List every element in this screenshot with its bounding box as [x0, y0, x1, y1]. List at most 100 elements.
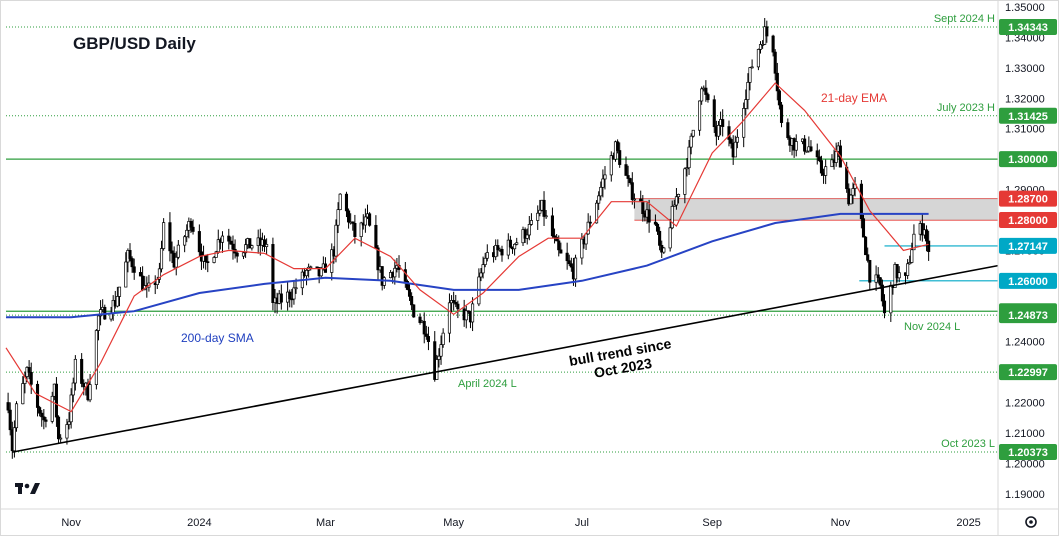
candle-body	[115, 296, 119, 307]
candle-body	[897, 272, 901, 279]
candle-body	[662, 247, 666, 253]
candle-body	[71, 382, 75, 396]
candle-body	[874, 274, 878, 283]
candle-body	[334, 224, 338, 257]
candle-body	[374, 224, 378, 249]
price-label-box	[999, 272, 1057, 289]
candle-body	[21, 383, 25, 405]
candle-body	[574, 257, 578, 280]
candle-body	[170, 250, 174, 254]
candle-body	[204, 255, 208, 263]
level-annotation: Oct 2023 L	[941, 438, 995, 450]
candle-body	[927, 240, 931, 252]
candle-body	[405, 281, 409, 290]
candle-body	[647, 209, 651, 223]
candle-body	[128, 250, 132, 259]
candle-body	[775, 72, 779, 92]
candle-body	[544, 215, 548, 218]
candle-body	[393, 267, 397, 278]
candle-body	[65, 424, 69, 439]
candle-body	[851, 188, 855, 196]
candle-body	[42, 416, 46, 421]
y-tick-label: 1.20000	[1005, 458, 1045, 470]
candle-body	[412, 304, 416, 318]
candle-body	[628, 178, 632, 183]
x-tick-label: May	[443, 517, 464, 529]
candle-body	[496, 245, 500, 251]
candle-body	[630, 182, 634, 200]
candle-body	[527, 224, 531, 236]
trendline-group: bull trend sinceOct 2023	[12, 264, 999, 453]
candle-body	[54, 383, 58, 418]
candle-body	[815, 150, 819, 158]
candle-body	[698, 100, 702, 131]
gear-icon[interactable]	[1025, 516, 1037, 528]
candle-body	[50, 395, 54, 422]
candle-body	[130, 258, 134, 268]
candle-body	[550, 215, 554, 237]
price-label: 1.24873	[1008, 310, 1048, 322]
candle-body	[8, 409, 12, 431]
ema-label: 21-day EMA	[821, 91, 887, 105]
candle-body	[452, 300, 456, 303]
candle-body	[655, 223, 660, 232]
price-label: 1.30000	[1008, 154, 1048, 166]
candle-body	[437, 355, 441, 360]
candle-body	[456, 303, 460, 310]
candle-body	[410, 296, 414, 306]
candle-body	[304, 269, 309, 277]
candle-body	[319, 268, 323, 277]
candle-body	[435, 359, 439, 380]
candle-body	[559, 249, 563, 254]
candle-body	[174, 256, 178, 268]
candle-body	[626, 175, 630, 179]
candle-body	[750, 66, 754, 69]
tradingview-logo[interactable]	[15, 483, 40, 494]
trendline	[12, 264, 999, 453]
candle-body	[513, 243, 517, 250]
candle-body	[422, 320, 426, 335]
candle-body	[403, 269, 407, 282]
candle-body	[746, 81, 750, 100]
candle-body	[344, 193, 349, 212]
candle-body	[220, 235, 225, 243]
candle-body	[159, 248, 164, 270]
candle-body	[609, 155, 613, 176]
candle-body	[529, 220, 533, 225]
x-tick-label: Nov	[61, 517, 81, 529]
candle-body	[216, 239, 220, 253]
candle-body	[601, 178, 605, 188]
level-annotation: Nov 2024 L	[904, 321, 960, 333]
candle-body	[338, 193, 342, 211]
candle-body	[685, 167, 689, 170]
candle-body	[183, 236, 187, 246]
candle-body	[819, 160, 824, 174]
candle-body	[500, 248, 504, 256]
candle-body	[265, 244, 269, 247]
y-axis[interactable]: 1.190001.200001.210001.220001.230001.240…	[997, 1, 1057, 535]
candle-body	[206, 261, 210, 264]
price-label-box	[999, 107, 1057, 124]
candle-body	[779, 104, 784, 123]
candles	[6, 18, 931, 459]
candle-body	[483, 257, 487, 265]
candle-body	[765, 26, 769, 37]
candle-body	[380, 266, 384, 286]
candle-body	[185, 229, 189, 238]
candle-body	[716, 125, 721, 137]
candle-body	[878, 277, 882, 286]
candle-body	[481, 264, 485, 274]
candle-body	[824, 166, 828, 176]
candle-body	[227, 235, 231, 242]
candle-body	[229, 240, 233, 245]
price-label-box	[999, 364, 1057, 381]
x-axis[interactable]: Nov 2024 Mar May Jul Sep Nov 2025	[1, 508, 1058, 529]
candle-body	[189, 221, 193, 228]
x-tick-label: Mar	[316, 517, 335, 529]
ema-21-line	[5, 82, 929, 413]
candle-body	[124, 261, 128, 288]
candle-body	[162, 222, 166, 249]
candle-body	[758, 44, 763, 50]
